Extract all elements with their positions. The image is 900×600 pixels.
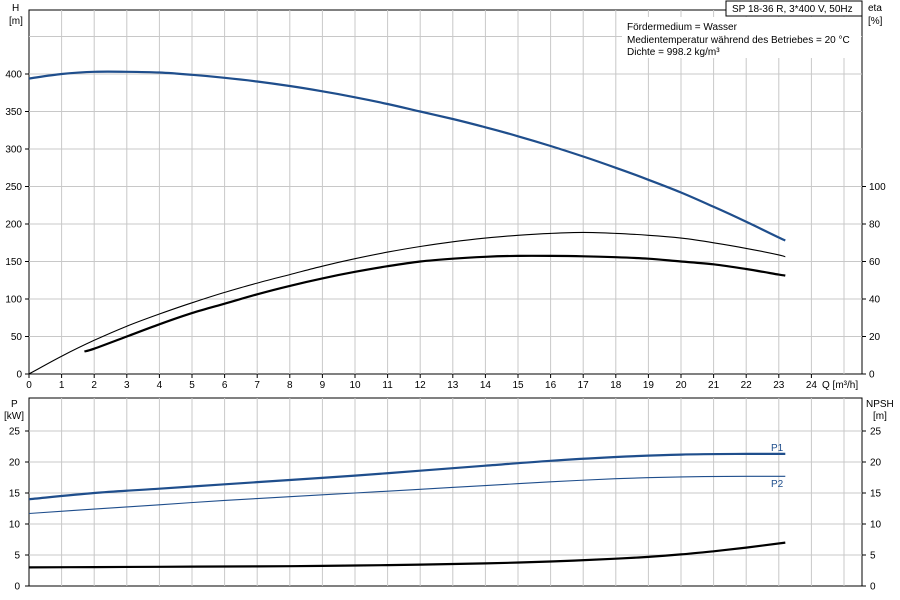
upper-left-tick-label: 200 [5,220,22,231]
info-box-background [622,17,861,58]
info-line-density: Dichte = 998.2 kg/m³ [627,47,720,58]
lower-right-axis-label: NPSH [866,399,894,410]
upper-grid [29,10,862,374]
x-tick-label: 22 [741,380,753,391]
power-p1-curve [28,452,786,501]
x-tick-label: 3 [124,380,130,391]
upper-left-tick-label: 400 [5,70,22,81]
x-tick-label: 18 [610,380,622,391]
x-tick-label: 20 [675,380,687,391]
x-tick-label: 9 [320,380,326,391]
upper-right-tick-label: 40 [869,295,881,306]
upper-left-tick-label: 150 [5,257,22,268]
x-tick-label: 13 [447,380,459,391]
lower-left-tick-label: 20 [9,458,21,469]
x-tick-label: 21 [708,380,720,391]
x-tick-label: 0 [26,380,32,391]
x-tick-label: 8 [287,380,293,391]
upper-left-tick-label: 50 [11,332,23,343]
chart-title: SP 18-36 R, 3*400 V, 50Hz [732,4,853,15]
x-tick-label: 11 [382,380,393,391]
x-tick-label: 24 [806,380,818,391]
total-efficiency-curve [84,254,786,353]
lower-right-axis-unit: [m] [873,411,887,422]
lower-right-tick-label: 5 [870,551,876,562]
lower-left-axis-label: P [11,399,18,410]
x-tick-label: 4 [157,380,163,391]
x-tick-label: 12 [415,380,427,391]
lower-grid [29,398,862,586]
title-box [725,0,863,17]
x-tick-label: 17 [578,380,590,391]
upper-right-tick-label: 100 [869,182,886,193]
lower-right-tick-label: 15 [870,489,882,500]
head-curve [28,70,786,242]
upper-left-tick-label: 300 [5,145,22,156]
x-tick-label: 10 [349,380,361,391]
upper-left-tick-label: 350 [5,107,22,118]
x-axis-label: Q [m³/h] [822,380,858,391]
upper-left-axis-unit: [m] [9,16,23,27]
lower-left-tick-label: 10 [9,520,21,531]
curve-label-p1: P1 [771,443,784,454]
x-tick-label: 14 [480,380,492,391]
upper-right-tick-label: 20 [869,332,881,343]
lower-right-tick-label: 20 [870,458,882,469]
upper-right-tick-label: 80 [869,220,881,231]
x-tick-label: 23 [773,380,785,391]
upper-right-axis-label: eta [868,3,882,14]
lower-left-tick-label: 25 [9,427,21,438]
lower-left-tick-label: 0 [14,582,20,593]
x-tick-label: 15 [512,380,524,391]
lower-right-tick-label: 10 [870,520,882,531]
lower-right-tick-label: 25 [870,427,882,438]
info-line-medium: Fördermedium = Wasser [627,22,738,33]
lower-right-tick-label: 0 [870,582,876,593]
npsh-curve [28,541,786,569]
upper-left-tick-label: 100 [5,295,22,306]
lower-left-tick-label: 15 [9,489,21,500]
info-line-temperature: Medientemperatur während des Betriebes =… [627,35,850,46]
lower-curves [28,452,786,569]
power-p2-curve [28,475,786,515]
upper-right-axis-unit: [%] [868,16,883,27]
x-tick-label: 19 [643,380,655,391]
x-tick-label: 6 [222,380,228,391]
lower-left-tick-label: 5 [14,551,20,562]
pump-efficiency-curve [28,231,786,375]
x-tick-label: 2 [91,380,97,391]
x-tick-label: 5 [189,380,195,391]
x-tick-label: 7 [254,380,260,391]
lower-plot-frame [28,397,863,587]
lower-left-axis-unit: [kW] [4,411,24,422]
upper-plot-frame [28,9,863,375]
upper-right-tick-label: 60 [869,257,881,268]
upper-right-tick-label: 0 [869,370,875,381]
upper-curves [28,70,786,375]
x-tick-label: 1 [59,380,65,391]
upper-left-axis-label: H [12,3,19,14]
x-tick-label: 16 [545,380,557,391]
upper-left-tick-label: 0 [16,370,22,381]
lower-ticks: 0 5 10 15 20 25 0 5 10 15 20 25 [9,427,882,593]
upper-left-tick-label: 250 [5,182,22,193]
curve-label-p2: P2 [771,479,784,490]
